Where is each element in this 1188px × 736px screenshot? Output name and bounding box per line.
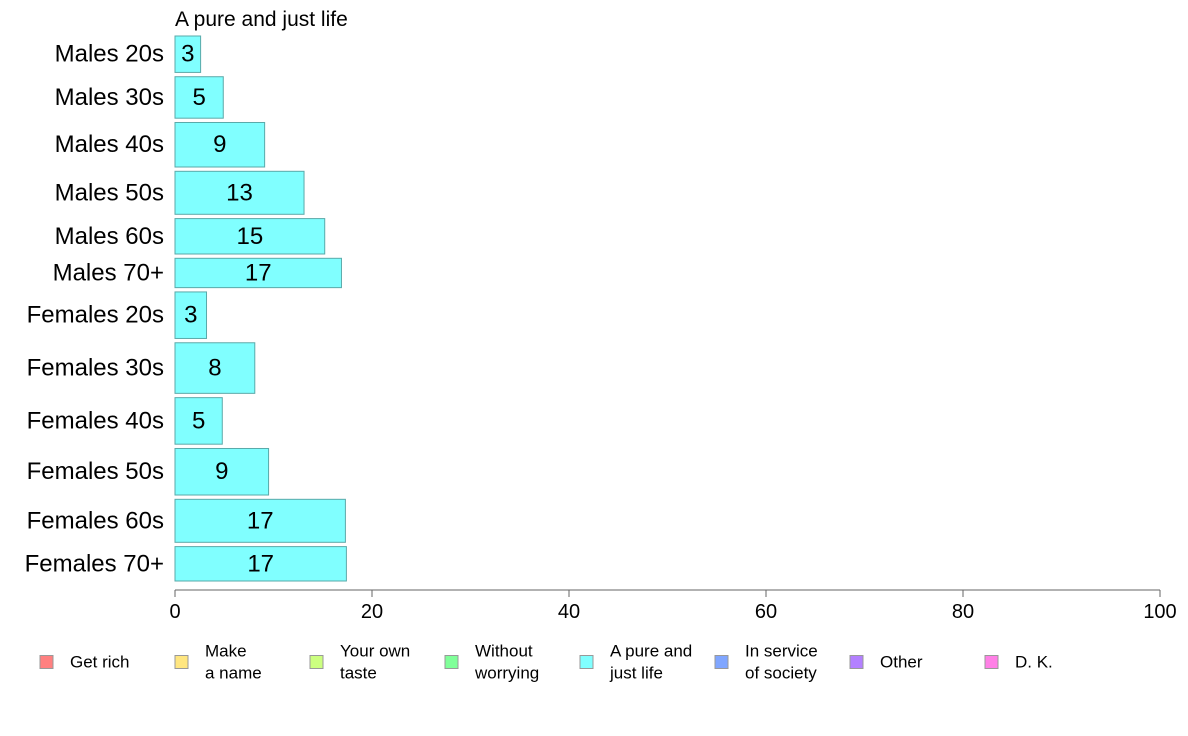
value-label: 9 <box>213 131 226 158</box>
legend-swatch <box>849 655 864 669</box>
legend-swatch <box>174 655 189 669</box>
value-label: 5 <box>192 407 205 434</box>
category-label: Males 60s <box>55 223 164 250</box>
legend: Get rich Make a name Your own taste Without wo… <box>39 642 1053 683</box>
category-label: Females 20s <box>27 302 164 329</box>
value-label: 17 <box>247 507 274 534</box>
bar <box>174 170 305 215</box>
x-tick-label: 100 <box>1143 601 1176 623</box>
x-tick-label: 60 <box>755 601 777 623</box>
legend-label: Other <box>880 653 923 672</box>
x-tick-label: 20 <box>361 601 383 623</box>
legend-swatch <box>984 655 999 669</box>
legend-swatch <box>579 655 594 669</box>
x-axis: 0 20 40 60 80 100 <box>169 589 1177 623</box>
legend-label: worrying <box>474 664 539 683</box>
bar <box>174 546 347 582</box>
category-label: Females 30s <box>27 355 164 382</box>
value-label: 15 <box>237 223 264 250</box>
bar <box>174 342 256 394</box>
legend-label: Get rich <box>70 653 130 672</box>
bar <box>174 498 346 543</box>
legend-label: a name <box>205 664 262 683</box>
x-tick-label: 40 <box>558 601 580 623</box>
category-label: Males 40s <box>55 131 164 158</box>
value-label: 13 <box>226 179 253 206</box>
legend-label: just life <box>609 664 663 683</box>
legend-label: Make <box>205 642 247 661</box>
bar <box>174 76 224 119</box>
legend-label: Without <box>475 642 533 661</box>
category-label: Females 50s <box>27 458 164 485</box>
legend-label: Your own <box>340 642 410 661</box>
bar <box>174 35 202 73</box>
value-label: 8 <box>208 355 221 382</box>
bar <box>174 447 270 496</box>
legend-label: A pure and <box>610 642 692 661</box>
legend-swatch <box>309 655 324 669</box>
chart-title: A pure and just life <box>175 8 348 31</box>
legend-label: D. K. <box>1015 653 1053 672</box>
category-label: Females 60s <box>27 507 164 534</box>
legend-swatch <box>444 655 459 669</box>
category-label: Females 40s <box>27 407 164 434</box>
bar <box>174 121 266 168</box>
legend-swatch <box>714 655 729 669</box>
bar <box>174 218 326 255</box>
value-label: 3 <box>181 41 194 68</box>
x-tick-label: 80 <box>952 601 974 623</box>
category-label: Males 70+ <box>53 259 164 286</box>
category-label: Males 30s <box>55 84 164 111</box>
bar <box>174 257 342 289</box>
value-label: 17 <box>247 550 274 577</box>
bar <box>174 397 223 445</box>
legend-label: taste <box>340 664 377 683</box>
value-label: 3 <box>184 302 197 329</box>
legend-swatch <box>39 655 54 669</box>
category-label: Males 20s <box>55 41 164 68</box>
value-label: 5 <box>192 84 205 111</box>
category-label: Females 70+ <box>25 550 164 577</box>
value-label: 17 <box>245 259 272 286</box>
bars-group: Males 20s 3 Males 30s 5 Males 40s 9 Males 50s 1… <box>25 35 347 582</box>
category-label: Males 50s <box>55 179 164 206</box>
value-label: 9 <box>215 458 228 485</box>
legend-label: In service <box>745 642 818 661</box>
x-tick-label: 0 <box>169 601 180 623</box>
legend-label: of society <box>745 664 817 683</box>
bar <box>174 291 208 339</box>
